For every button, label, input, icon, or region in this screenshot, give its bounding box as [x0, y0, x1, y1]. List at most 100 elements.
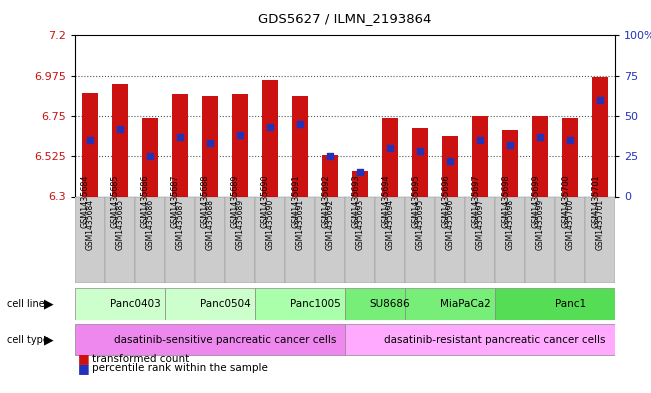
Text: GSM1435686: GSM1435686: [141, 174, 150, 228]
Bar: [562, 118, 579, 196]
Bar: [381, 118, 398, 196]
Text: SU8686: SU8686: [370, 299, 410, 309]
Text: GSM1435689: GSM1435689: [236, 199, 245, 250]
Bar: [165, 196, 195, 283]
Bar: [405, 196, 435, 283]
Point: [445, 158, 455, 164]
Bar: [255, 196, 285, 283]
Text: GSM1435701: GSM1435701: [596, 199, 605, 250]
Text: GSM1435688: GSM1435688: [206, 199, 214, 250]
Bar: [555, 196, 585, 283]
Text: dasatinib-resistant pancreatic cancer cells: dasatinib-resistant pancreatic cancer ce…: [384, 334, 606, 345]
Text: GSM1435699: GSM1435699: [536, 199, 545, 250]
Text: GSM1435687: GSM1435687: [171, 174, 180, 228]
Point: [505, 142, 516, 148]
Text: GSM1435697: GSM1435697: [476, 199, 484, 250]
Text: GSM1435690: GSM1435690: [261, 174, 270, 228]
Bar: [345, 196, 375, 283]
Text: GSM1435695: GSM1435695: [411, 174, 420, 228]
Point: [265, 124, 275, 130]
Text: GSM1435696: GSM1435696: [441, 174, 450, 228]
Point: [204, 140, 215, 147]
Text: GSM1435690: GSM1435690: [266, 199, 275, 250]
Text: GSM1435694: GSM1435694: [385, 199, 395, 250]
Bar: [75, 288, 165, 320]
Bar: [502, 130, 518, 196]
Text: GSM1435695: GSM1435695: [415, 199, 424, 250]
Bar: [232, 94, 248, 196]
Text: GSM1435685: GSM1435685: [115, 199, 124, 250]
Bar: [412, 129, 428, 196]
Bar: [435, 196, 465, 283]
Text: GSM1435684: GSM1435684: [85, 199, 94, 250]
Bar: [225, 196, 255, 283]
Text: GSM1435698: GSM1435698: [506, 199, 515, 250]
Bar: [525, 196, 555, 283]
Text: GSM1435691: GSM1435691: [291, 174, 300, 228]
Point: [85, 137, 95, 143]
Bar: [495, 196, 525, 283]
Text: GSM1435692: GSM1435692: [321, 174, 330, 228]
Text: GSM1435693: GSM1435693: [355, 199, 365, 250]
Point: [475, 137, 485, 143]
Text: dasatinib-sensitive pancreatic cancer cells: dasatinib-sensitive pancreatic cancer ce…: [114, 334, 336, 345]
Text: Panc0504: Panc0504: [200, 299, 251, 309]
Point: [295, 121, 305, 127]
Point: [535, 134, 546, 140]
Bar: [472, 116, 488, 196]
Bar: [81, 93, 98, 196]
Text: GSM1435701: GSM1435701: [591, 174, 600, 228]
Bar: [165, 288, 255, 320]
Bar: [142, 118, 158, 196]
Bar: [592, 77, 609, 196]
Text: GSM1435688: GSM1435688: [201, 174, 210, 228]
Text: GSM1435689: GSM1435689: [231, 174, 240, 228]
Point: [235, 132, 245, 138]
Text: Panc1005: Panc1005: [290, 299, 340, 309]
Bar: [442, 136, 458, 196]
Text: Panc0403: Panc0403: [109, 299, 160, 309]
Bar: [465, 196, 495, 283]
Bar: [75, 196, 105, 283]
Bar: [172, 94, 188, 196]
Text: GSM1435698: GSM1435698: [501, 174, 510, 228]
Text: transformed count: transformed count: [92, 354, 189, 364]
Bar: [375, 196, 405, 283]
Point: [174, 134, 185, 140]
Point: [325, 153, 335, 159]
Bar: [405, 288, 495, 320]
Bar: [322, 155, 339, 196]
Bar: [585, 196, 615, 283]
Point: [385, 145, 395, 151]
Bar: [105, 196, 135, 283]
Point: [145, 153, 155, 159]
Text: ■: ■: [78, 352, 90, 365]
Bar: [202, 96, 218, 196]
Text: GSM1435687: GSM1435687: [175, 199, 184, 250]
Bar: [345, 288, 405, 320]
Text: MiaPaCa2: MiaPaCa2: [439, 299, 490, 309]
Bar: [292, 96, 309, 196]
Bar: [75, 324, 345, 355]
Text: ■: ■: [78, 362, 90, 375]
Bar: [532, 116, 548, 196]
Text: ▶: ▶: [44, 297, 53, 310]
Bar: [135, 196, 165, 283]
Text: GSM1435694: GSM1435694: [381, 174, 390, 228]
Text: GSM1435699: GSM1435699: [531, 174, 540, 228]
Text: GSM1435696: GSM1435696: [445, 199, 454, 250]
Bar: [255, 288, 345, 320]
Bar: [285, 196, 315, 283]
Bar: [315, 196, 345, 283]
Text: GSM1435693: GSM1435693: [351, 174, 360, 228]
Bar: [495, 288, 615, 320]
Bar: [345, 324, 615, 355]
Text: GDS5627 / ILMN_2193864: GDS5627 / ILMN_2193864: [258, 12, 432, 25]
Text: Panc1: Panc1: [555, 299, 586, 309]
Text: GSM1435700: GSM1435700: [561, 174, 570, 228]
Bar: [111, 84, 128, 196]
Point: [565, 137, 575, 143]
Text: percentile rank within the sample: percentile rank within the sample: [92, 363, 268, 373]
Point: [415, 148, 425, 154]
Bar: [352, 171, 368, 196]
